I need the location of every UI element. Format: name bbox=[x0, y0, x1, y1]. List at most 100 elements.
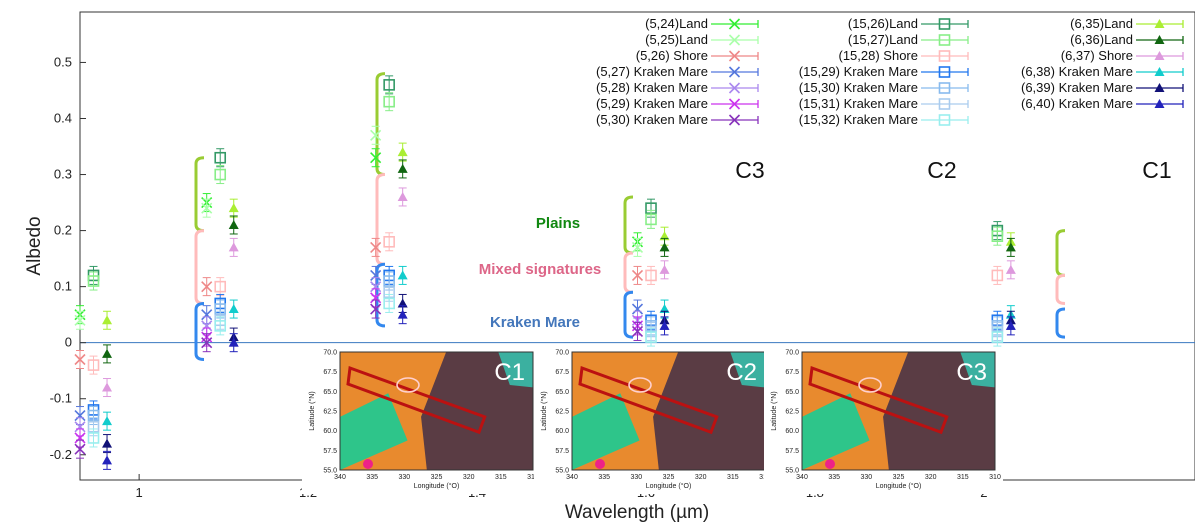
legend-c3: (5,24)Land(5,25)Land(5,26) Shore(5,27) K… bbox=[596, 16, 759, 127]
marker-square bbox=[645, 269, 657, 282]
y-tick-label: 0.3 bbox=[54, 167, 72, 182]
marker-square bbox=[214, 151, 227, 164]
legend-entry-label: (6,40) Kraken Mare bbox=[1021, 96, 1133, 111]
inset-y-tick: 67.5 bbox=[555, 369, 569, 376]
inset-x-label: Longitude (°O) bbox=[646, 482, 692, 490]
marker-square bbox=[645, 213, 657, 226]
cluster-label-c3: C3 bbox=[735, 157, 764, 183]
inset-x-tick: 340 bbox=[566, 474, 578, 481]
legend-entry-label: (15,27)Land bbox=[848, 32, 918, 47]
inset-y-tick: 65.0 bbox=[785, 389, 799, 396]
legend-entry-label: (6,39) Kraken Mare bbox=[1021, 80, 1133, 95]
marker-triangle bbox=[228, 219, 239, 229]
marker-square bbox=[383, 235, 395, 248]
inset-y-tick: 67.5 bbox=[323, 369, 337, 376]
x-tick-label: 1 bbox=[136, 485, 143, 500]
marker-square bbox=[938, 50, 951, 62]
inset-x-tick: 315 bbox=[495, 474, 507, 481]
map-zone bbox=[730, 352, 765, 388]
inset-y-tick: 55.0 bbox=[785, 468, 799, 475]
series-points bbox=[87, 293, 1004, 448]
inset-y-tick: 55.0 bbox=[555, 468, 569, 475]
inset-label: C3 bbox=[956, 359, 987, 386]
marker-x bbox=[728, 34, 741, 46]
inset-x-tick: 335 bbox=[366, 474, 378, 481]
marker-triangle bbox=[397, 191, 408, 201]
inset-x-tick: 325 bbox=[893, 474, 905, 481]
marker-x bbox=[631, 303, 644, 315]
marker-x bbox=[201, 309, 213, 321]
marker-triangle bbox=[102, 455, 113, 465]
legend-entry-label: (15,28) Shore bbox=[839, 48, 919, 63]
inset-y-label: Latitude (°N) bbox=[770, 391, 778, 430]
location-ellipse bbox=[396, 377, 420, 393]
annotation-plains: Plains bbox=[536, 215, 580, 232]
marker-x bbox=[631, 325, 644, 338]
marker-x bbox=[370, 129, 382, 141]
y-tick-label: 0.2 bbox=[54, 223, 72, 238]
marker-x bbox=[370, 152, 382, 164]
marker-square bbox=[991, 230, 1004, 242]
y-tick-label: -0.1 bbox=[50, 391, 72, 406]
inset-y-tick: 70.0 bbox=[785, 350, 799, 357]
marker-square bbox=[645, 331, 657, 343]
legend-entry-label: (15,30) Kraken Mare bbox=[799, 80, 918, 95]
marker-triangle bbox=[659, 242, 670, 252]
marker-x bbox=[370, 281, 382, 293]
marker-triangle bbox=[102, 348, 113, 358]
legend-entry-label: (6,35)Land bbox=[1070, 16, 1133, 31]
inset-y-tick: 70.0 bbox=[323, 350, 337, 357]
bracket bbox=[375, 262, 386, 328]
inset-y-tick: 62.5 bbox=[323, 409, 337, 416]
map-zone bbox=[572, 393, 640, 470]
marker-x bbox=[201, 320, 213, 332]
bracket bbox=[623, 290, 634, 339]
marker-x bbox=[74, 443, 86, 455]
marker-square bbox=[87, 275, 100, 287]
marker-triangle bbox=[397, 163, 408, 173]
marker-triangle bbox=[397, 309, 408, 319]
inset-y-tick: 57.5 bbox=[555, 448, 569, 455]
marker-square bbox=[214, 168, 227, 181]
series-points bbox=[87, 92, 1004, 291]
kraken-mare-area bbox=[421, 352, 533, 470]
bracket bbox=[194, 301, 205, 361]
marker-x bbox=[728, 82, 741, 94]
location-ellipse bbox=[628, 377, 652, 393]
inset-y-tick: 67.5 bbox=[785, 369, 799, 376]
marker-square bbox=[938, 82, 951, 94]
annotation-mixed: Mixed signatures bbox=[479, 261, 602, 278]
marker-triangle bbox=[659, 320, 670, 330]
inset-x-tick: 335 bbox=[828, 474, 840, 481]
inset-y-tick: 62.5 bbox=[785, 409, 799, 416]
marker-triangle bbox=[1005, 320, 1016, 330]
marker-triangle bbox=[659, 264, 670, 274]
marker-triangle bbox=[1154, 99, 1165, 108]
marker-x bbox=[74, 314, 86, 326]
y-tick-label: 0 bbox=[65, 335, 72, 350]
marker-triangle bbox=[102, 438, 113, 448]
marker-x bbox=[728, 66, 741, 78]
inset-y-label: Latitude (°N) bbox=[540, 391, 548, 430]
inset-x-tick: 335 bbox=[598, 474, 610, 481]
inset-frame bbox=[339, 351, 534, 471]
bracket bbox=[1055, 307, 1066, 339]
legends: (5,24)Land(5,25)Land(5,26) Shore(5,27) K… bbox=[596, 16, 1184, 183]
marker-square bbox=[383, 297, 395, 310]
marker-square bbox=[938, 18, 951, 30]
marker-square bbox=[87, 359, 100, 371]
legend-entry-label: (5,30) Kraken Mare bbox=[596, 112, 708, 127]
series-points bbox=[87, 232, 1004, 375]
map-zone bbox=[498, 352, 533, 388]
marker-triangle bbox=[1154, 19, 1165, 28]
marker-x bbox=[74, 421, 86, 433]
marker-triangle bbox=[397, 270, 408, 280]
series-points bbox=[74, 125, 644, 330]
inset-x-tick: 330 bbox=[630, 474, 642, 481]
legend-entry-label: (15,29) Kraken Mare bbox=[799, 64, 918, 79]
map-marker bbox=[363, 459, 373, 469]
legend-c1: (6,35)Land(6,36)Land(6,37) Shore(6,38) K… bbox=[1021, 16, 1184, 111]
inset-y-tick: 70.0 bbox=[555, 350, 569, 357]
